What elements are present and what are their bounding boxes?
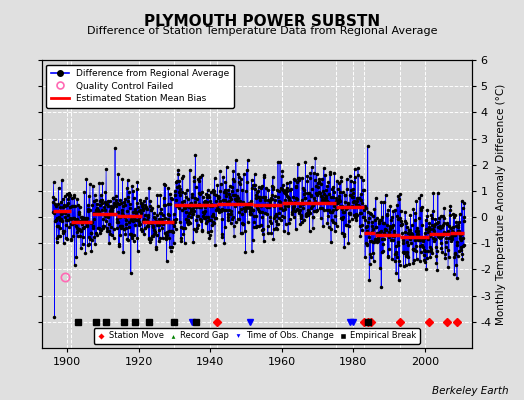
Text: Berkeley Earth: Berkeley Earth — [432, 386, 508, 396]
Y-axis label: Monthly Temperature Anomaly Difference (°C): Monthly Temperature Anomaly Difference (… — [496, 83, 506, 325]
Text: PLYMOUTH POWER SUBSTN: PLYMOUTH POWER SUBSTN — [144, 14, 380, 29]
Text: Difference of Station Temperature Data from Regional Average: Difference of Station Temperature Data f… — [87, 26, 437, 36]
Legend: Station Move, Record Gap, Time of Obs. Change, Empirical Break: Station Move, Record Gap, Time of Obs. C… — [94, 328, 420, 344]
